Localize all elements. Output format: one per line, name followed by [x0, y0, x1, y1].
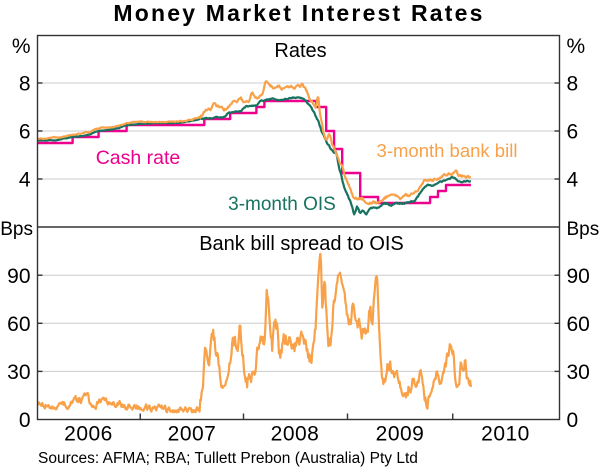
svg-text:2009: 2009 — [376, 423, 425, 446]
svg-text:60: 60 — [7, 313, 30, 336]
svg-text:0: 0 — [567, 409, 579, 432]
svg-text:Bps: Bps — [0, 219, 33, 240]
svg-text:6: 6 — [567, 121, 579, 144]
svg-text:6: 6 — [19, 121, 31, 144]
svg-text:Bps: Bps — [567, 219, 600, 240]
svg-text:8: 8 — [567, 73, 579, 96]
svg-text:2010: 2010 — [481, 423, 530, 446]
svg-text:90: 90 — [7, 265, 30, 288]
svg-text:2006: 2006 — [64, 423, 113, 446]
svg-text:8: 8 — [19, 73, 31, 96]
svg-text:90: 90 — [567, 265, 590, 288]
svg-text:30: 30 — [7, 361, 30, 384]
svg-text:Cash rate: Cash rate — [96, 147, 181, 169]
svg-text:0: 0 — [19, 409, 31, 432]
svg-text:30: 30 — [567, 361, 590, 384]
svg-text:%: % — [12, 35, 31, 58]
svg-text:2007: 2007 — [168, 423, 217, 446]
svg-text:Rates: Rates — [274, 40, 326, 62]
svg-text:Sources: AFMA; RBA; Tullett Pr: Sources: AFMA; RBA; Tullett Prebon (Aust… — [38, 450, 418, 467]
svg-text:4: 4 — [19, 169, 31, 192]
svg-text:%: % — [567, 35, 586, 58]
svg-text:60: 60 — [567, 313, 590, 336]
svg-text:Money Market Interest Rates: Money Market Interest Rates — [113, 0, 484, 26]
svg-text:3-month bank bill: 3-month bank bill — [377, 140, 518, 161]
svg-text:4: 4 — [567, 169, 579, 192]
svg-text:2008: 2008 — [271, 423, 320, 446]
svg-text:3-month OIS: 3-month OIS — [228, 194, 336, 215]
svg-text:Bank bill spread to OIS: Bank bill spread to OIS — [199, 233, 404, 255]
